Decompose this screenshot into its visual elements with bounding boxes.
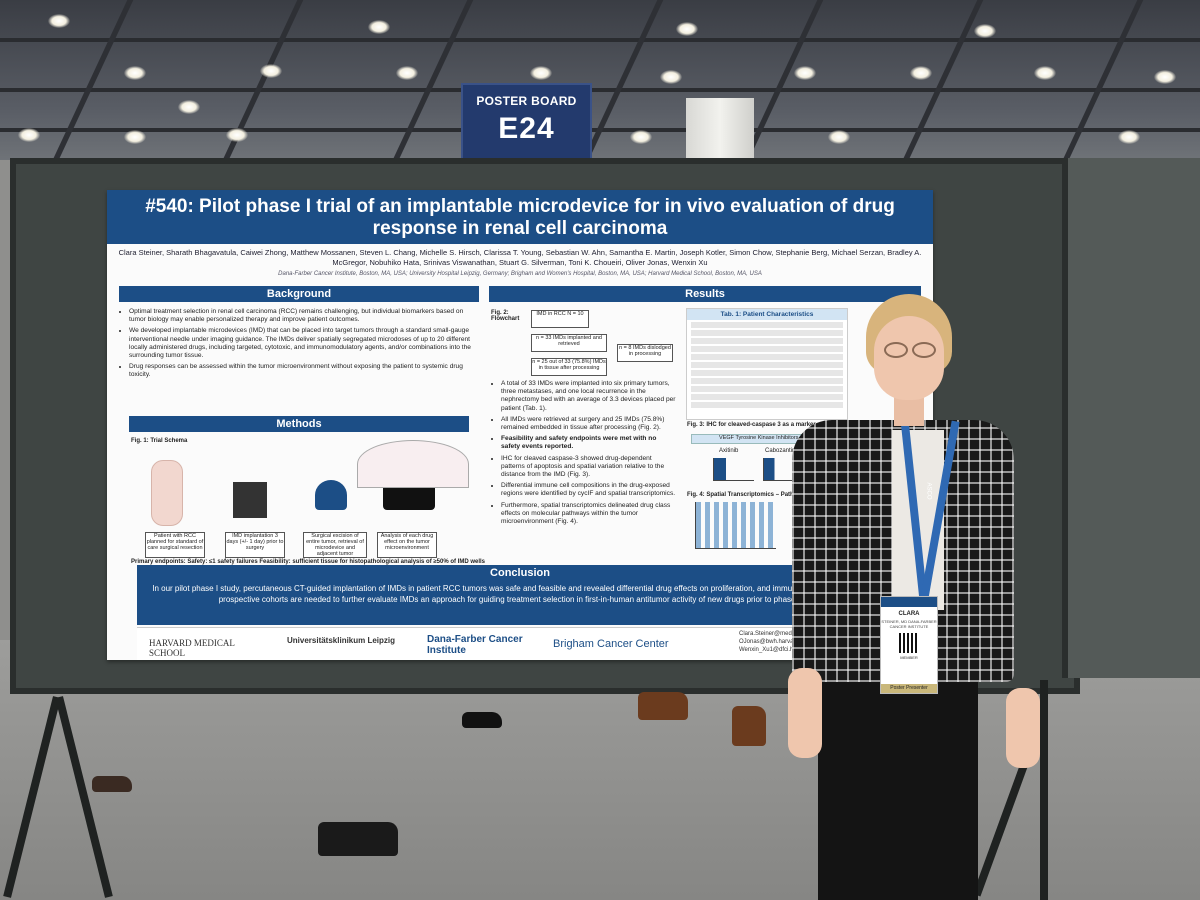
drug-label: Axitinib xyxy=(719,448,739,454)
poster-affiliations: Dana-Farber Cancer Institute, Boston, MA… xyxy=(278,271,762,277)
results-point: All IMDs were retrieved at surgery and 2… xyxy=(501,416,677,432)
brigham-logo: Brigham Cancer Center xyxy=(553,638,669,650)
adjacent-board xyxy=(1062,158,1200,678)
background-shoe xyxy=(92,776,132,792)
patient-figure-icon xyxy=(151,460,183,526)
board-number: E24 xyxy=(498,112,555,145)
glasses-icon xyxy=(878,342,940,360)
left-hand xyxy=(788,668,822,758)
dana-farber-logo: Dana-Farber Cancer Institute xyxy=(427,634,523,656)
background-shoe xyxy=(462,712,502,728)
results-text: A total of 33 IMDs were implanted into s… xyxy=(491,380,677,529)
background-shoe xyxy=(732,706,766,746)
background-point: Drug responses can be assessed within th… xyxy=(129,363,479,379)
primary-endpoints: Primary endpoints: Safety: ≤1 safety fai… xyxy=(131,559,486,565)
flow-box: IMD in RCC N = 10 xyxy=(531,310,589,328)
fig3-plot xyxy=(713,458,754,481)
results-point: A total of 33 IMDs were implanted into s… xyxy=(501,380,677,413)
neck xyxy=(894,396,924,426)
leipzig-logo: Universitätsklinikum Leipzig xyxy=(287,636,396,645)
face xyxy=(874,316,944,400)
poster-footer: HARVARD MEDICAL SCHOOL Universitätsklini… xyxy=(137,627,903,660)
fig1-label: Fig. 1: Trial Schema xyxy=(131,438,188,444)
contact-email: OJonas@bwh.harva xyxy=(739,639,794,645)
results-point: Furthermore, spatial transcriptomics del… xyxy=(501,502,677,527)
conference-badge: CLARA STEINER, MD DANA-FARBER CANCER INS… xyxy=(880,596,938,694)
fig4-label: Fig. 4: Spatial Transcriptomics – Pathwa… xyxy=(687,492,806,498)
patient-characteristics-table: Tab. 1: Patient Characteristics xyxy=(686,308,848,420)
schema-step: Analysis of each drug effect on the tumo… xyxy=(377,532,437,558)
ct-scan-image xyxy=(233,482,267,518)
results-point: IHC for cleaved caspase-3 showed drug-de… xyxy=(501,455,677,480)
conclusion-panel: Conclusion In our pilot phase I study, p… xyxy=(137,565,903,625)
section-conclusion: Conclusion xyxy=(490,567,550,579)
background-point: We developed implantable microdevices (I… xyxy=(129,327,479,360)
drug-label: Cabozantinib xyxy=(765,448,801,454)
poster-authors: Clara Steiner, Sharath Bhagavatula, Caiw… xyxy=(118,248,922,267)
badge-subtitle: STEINER, MD DANA-FARBER CANCER INSTITUTE xyxy=(881,619,937,629)
contact-email: Clara.Steiner@medizin.u xyxy=(739,631,806,637)
presenter: ASCO CLARA STEINER, MD DANA-FARBER CANCE… xyxy=(788,288,1048,900)
section-results: Results xyxy=(489,286,921,302)
qr-code-icon xyxy=(899,633,919,653)
results-point: Feasibility and safety endpoints were me… xyxy=(501,435,677,451)
schema-step: Patient with RCC planned for standard of… xyxy=(145,532,205,558)
ceiling xyxy=(0,0,1200,160)
contact-emails: Clara.Steiner@medizin.u OJonas@bwh.harva… xyxy=(739,630,859,654)
flow-box: n = 33 IMDs implanted and retrieved xyxy=(531,334,607,352)
section-methods: Methods xyxy=(129,416,469,432)
background-shoe xyxy=(638,692,688,720)
contact-email: Wenxin_Xu1@dfci.har xyxy=(739,647,799,653)
background-text: Optimal treatment selection in renal cel… xyxy=(119,308,479,383)
poster-title: #540: Pilot phase I trial of an implanta… xyxy=(107,190,933,244)
lanyard-text: ASCO xyxy=(925,482,932,500)
research-poster: #540: Pilot phase I trial of an implanta… xyxy=(107,190,933,660)
section-background: Background xyxy=(119,286,479,302)
flow-box: n = 8 IMDs dislodged in processing xyxy=(617,344,673,362)
background-point: Optimal treatment selection in renal cel… xyxy=(129,308,479,324)
badge-name: CLARA xyxy=(898,611,920,617)
analysis-wheel-icon xyxy=(357,440,469,488)
fig2-label: Fig. 2: Flowchart xyxy=(491,310,520,322)
schema-step: Surgical excision of entire tumor, retri… xyxy=(303,532,367,558)
flow-box: n = 25 out of 33 (75.8%) IMDs in tissue … xyxy=(531,358,607,376)
conclusion-text: In our pilot phase I study, percutaneous… xyxy=(152,584,888,604)
results-point: Differential immune cell compositions in… xyxy=(501,482,677,498)
badge-member: MEMBER xyxy=(900,655,918,660)
background-shoe xyxy=(318,822,398,856)
poster-board-sign: POSTER BOARD E24 xyxy=(461,83,592,171)
fig4-plot xyxy=(695,502,776,549)
harvard-logo: HARVARD MEDICAL SCHOOL xyxy=(149,638,235,658)
sign-label: POSTER BOARD xyxy=(476,94,577,108)
surgeon-icon xyxy=(315,480,347,510)
black-trousers xyxy=(818,678,978,900)
board-leg xyxy=(1040,680,1048,900)
badge-role: Poster Presenter xyxy=(881,684,937,693)
fig3-label: Fig. 3: IHC for cleaved-caspase 3 as a m… xyxy=(687,422,854,428)
table-title: Tab. 1: Patient Characteristics xyxy=(687,309,847,320)
schema-step: IMD implantation 3 days (+/- 1 day) prio… xyxy=(225,532,285,558)
right-hand xyxy=(1006,688,1040,768)
